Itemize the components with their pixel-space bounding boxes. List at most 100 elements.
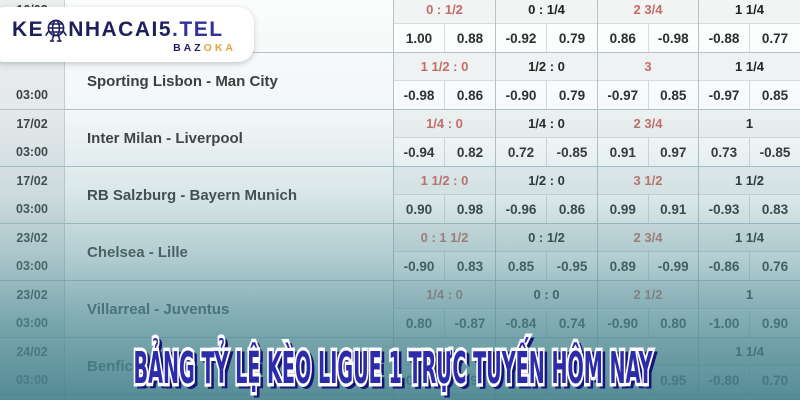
odds-cell[interactable]: -0.99 [647,252,699,280]
match-time: 03:00 [16,202,48,216]
match-row: 24/02 03:00 Benfica 0.85 -0.92 0.76 -0.8… [0,338,800,395]
odds-cell[interactable]: -0.98 [403,87,435,103]
handicap-value: 1/2 : 0 [496,53,597,81]
odds-cell[interactable]: 0.90 [405,201,433,217]
odds-cell[interactable]: 0.73 [710,144,738,160]
odds-cell[interactable]: -0.95 [546,252,597,280]
handicap-value: 1 1/4 [699,338,800,366]
handicap-group-1: 1 1/2 : 0 0.90 0.98 [393,167,495,223]
odds-cell[interactable]: 0.79 [546,24,597,52]
odds-cell[interactable]: -0.85 [749,138,800,166]
odds-cell[interactable]: 0.82 [444,138,495,166]
odds-cell[interactable]: -0.85 [546,138,597,166]
odds-cell[interactable]: -0.86 [708,258,740,274]
odds-cell[interactable]: 0.95 [647,366,699,394]
odds-cell[interactable]: 0.72 [507,144,535,160]
match-row: 17/02 03:00 RB Salzburg - Bayern Munich … [0,167,800,224]
handicap-group-4: 1 -1.00 0.90 [698,281,800,337]
handicap-group-2: 0 : 0 -0.84 0.74 [495,281,597,337]
handicap-group-3: 3 -0.97 0.85 [597,53,698,109]
match-row: 23/02 03:00 Villarreal - Juventus 1/4 : … [0,281,800,338]
odds-cell[interactable]: 0.91 [609,144,636,160]
odds-cell[interactable]: 0.70 [749,366,800,394]
handicap-value: 0 : 1/2 [394,0,495,24]
odds-cell[interactable]: 0.97 [647,138,699,166]
odds-cell[interactable]: 0.77 [749,24,800,52]
odds-cell[interactable]: -0.90 [403,258,435,274]
handicap-group-1: 0 : 1 1/2 -0.90 0.83 [393,224,495,280]
handicap-value: 1/4 : 0 [394,281,495,309]
odds-cell[interactable]: 0.85 [405,372,433,388]
match-time: 03:00 [16,88,48,102]
odds-cell[interactable]: 0.88 [444,24,495,52]
odds-cell[interactable]: 0.99 [609,201,636,217]
odds-cell[interactable]: 0.80 [647,309,699,337]
match-time: 03:00 [16,145,48,159]
handicap-value: 1 1/4 [699,0,800,24]
odds-cell[interactable]: 0.90 [749,309,800,337]
odds-cell[interactable]: 0.74 [546,309,597,337]
handicap-value: 1 1/4 [699,53,800,81]
handicap-group-4: 1 1/4 -0.88 0.77 [698,0,800,52]
odds-cell[interactable]: 0.85 [507,258,535,274]
odds-cell[interactable]: 0.85 [749,81,800,109]
match-name[interactable]: Chelsea - Lille [65,224,393,280]
odds-cell[interactable]: -0.86 [546,366,597,394]
date-cell [0,395,65,400]
odds-cell[interactable]: -0.93 [708,201,740,217]
odds-cell[interactable]: 0.79 [546,81,597,109]
match-date: 23/02 [16,288,48,302]
odds-cell[interactable]: -0.88 [708,30,740,46]
odds-cell[interactable]: 0.86 [444,81,495,109]
match-name[interactable]: Villarreal - Juventus [65,281,393,337]
odds-cell[interactable]: -0.92 [444,366,495,394]
odds-cell[interactable]: 1.00 [405,30,433,46]
handicap-group-1 [393,395,495,400]
odds-cell[interactable]: 0.86 [546,195,597,223]
handicap-value: 2 1/2 [598,281,698,309]
odds-cell[interactable]: -0.87 [444,309,495,337]
odds-cell[interactable]: -0.80 [708,372,740,388]
handicap-value: 0 : 1/2 [496,224,597,252]
odds-cell[interactable]: 0.95 [609,372,636,388]
date-cell: 23/02 03:00 [0,281,65,337]
odds-cell[interactable]: 0.76 [507,372,535,388]
brand-prefix: KE [12,18,45,41]
odds-cell[interactable]: -0.97 [708,87,740,103]
odds-cell[interactable]: -0.96 [505,201,537,217]
odds-cell[interactable]: -0.97 [607,87,639,103]
match-row: 23/02 03:00 Chelsea - Lille 0 : 1 1/2 -0… [0,224,800,281]
handicap-value: 0 : 0 [496,281,597,309]
match-name[interactable]: Benfica [65,338,393,394]
handicap-value [496,395,597,400]
odds-cell[interactable]: -0.90 [607,315,639,331]
match-name[interactable] [65,395,393,400]
odds-cell[interactable]: -0.92 [505,30,537,46]
odds-cell[interactable]: 0.91 [647,195,699,223]
handicap-value: 3 1/2 [598,167,698,195]
brand-main: NHACAI5 [68,18,173,41]
match-name[interactable]: Inter Milan - Liverpool [65,110,393,166]
handicap-value [394,338,495,366]
handicap-group-2: 1/4 : 0 0.72 -0.85 [495,110,597,166]
odds-cell[interactable]: 0.76 [749,252,800,280]
odds-cell[interactable]: 0.86 [609,30,636,46]
handicap-group-3 [597,395,698,400]
odds-cell[interactable]: -0.90 [505,87,537,103]
handicap-value [699,395,800,400]
logo-card[interactable]: KE NHACAI5 .TEL BAZOKA [0,7,254,62]
odds-cell[interactable]: -0.94 [403,144,435,160]
odds-cell[interactable]: 0.85 [647,81,699,109]
handicap-group-4: 1 0.73 -0.85 [698,110,800,166]
odds-cell[interactable]: 0.80 [405,315,433,331]
odds-cell[interactable]: -0.98 [647,24,699,52]
handicap-group-2: 1/2 : 0 -0.90 0.79 [495,53,597,109]
match-name[interactable]: RB Salzburg - Bayern Munich [65,167,393,223]
odds-cell[interactable]: 0.98 [444,195,495,223]
odds-cell[interactable]: -0.84 [505,315,537,331]
odds-cell[interactable]: 0.83 [749,195,800,223]
handicap-value: 1 1/2 [699,167,800,195]
odds-cell[interactable]: -1.00 [708,315,740,331]
odds-cell[interactable]: 0.83 [444,252,495,280]
odds-cell[interactable]: 0.89 [609,258,636,274]
